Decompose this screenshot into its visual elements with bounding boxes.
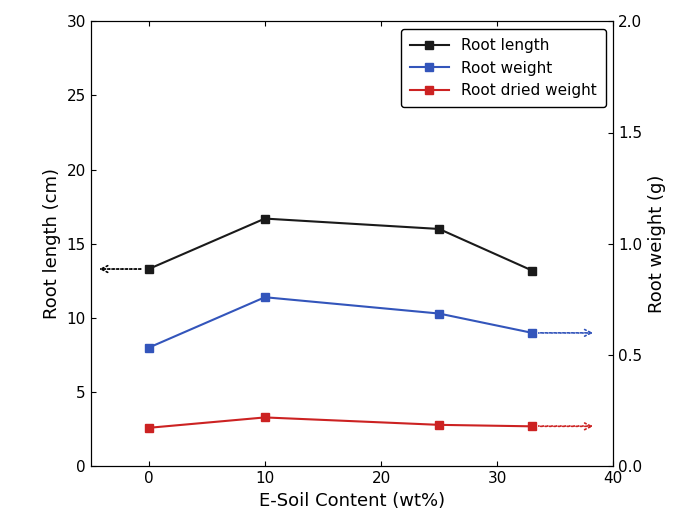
Root length — [435, 226, 443, 232]
Y-axis label: Root weight (g): Root weight (g) — [648, 174, 666, 313]
Y-axis label: Root length (cm): Root length (cm) — [43, 169, 61, 319]
Line: Root length: Root length — [144, 215, 536, 275]
Line: Root weight: Root weight — [144, 293, 536, 352]
Root dried weight — [261, 414, 269, 421]
Root length — [261, 215, 269, 222]
X-axis label: E-Soil Content (wt%): E-Soil Content (wt%) — [259, 492, 445, 510]
Root dried weight — [144, 425, 153, 431]
Root weight — [435, 311, 443, 317]
Root weight — [144, 344, 153, 351]
Root length — [528, 267, 536, 273]
Root dried weight — [435, 422, 443, 428]
Line: Root dried weight: Root dried weight — [144, 413, 536, 432]
Root dried weight — [528, 423, 536, 429]
Root length — [144, 266, 153, 272]
Root weight — [261, 294, 269, 301]
Legend: Root length, Root weight, Root dried weight: Root length, Root weight, Root dried wei… — [401, 29, 606, 108]
Root weight — [528, 330, 536, 336]
